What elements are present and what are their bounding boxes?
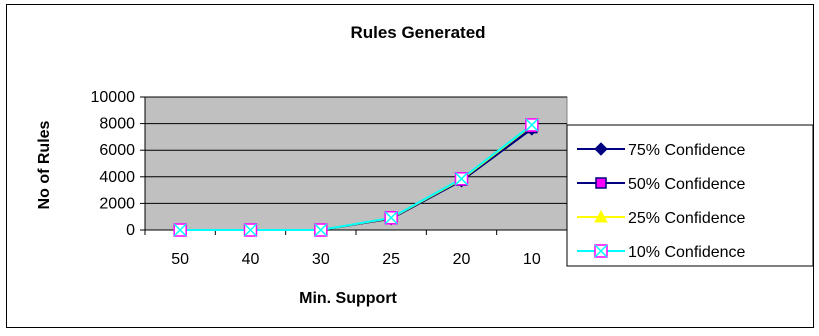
x-tick-label: 40 (242, 251, 260, 268)
legend-entry: 25% Confidence (577, 209, 746, 227)
gridlines (145, 96, 567, 204)
data-point (525, 118, 539, 132)
x-tick-label: 25 (382, 251, 400, 268)
legend-label: 50% Confidence (628, 176, 746, 193)
legend-marker (594, 142, 608, 156)
x-axis-label: Min. Support (299, 290, 397, 307)
marker-cross (243, 223, 258, 237)
legend-marker (594, 244, 608, 258)
x-tick-label: 20 (453, 251, 471, 268)
marker-cross (594, 244, 608, 258)
y-tick-label: 2000 (99, 195, 135, 212)
marker-cross (314, 223, 328, 237)
data-point (454, 172, 469, 186)
legend-entry: 50% Confidence (577, 176, 746, 193)
marker-cross (173, 223, 187, 237)
marker-cross (454, 172, 469, 186)
series-line (180, 124, 533, 231)
y-tick-label: 4000 (99, 169, 135, 186)
legend-marker (594, 209, 608, 223)
data-point (243, 223, 258, 237)
plot-area (144, 96, 568, 231)
legend-label: 75% Confidence (628, 142, 746, 159)
series-4 (173, 118, 539, 237)
chart-title: Rules Generated (350, 23, 485, 42)
data-point (314, 223, 328, 237)
series-layer (173, 118, 539, 237)
legend: 75% Confidence 50% Confidence 25% Confiden… (566, 124, 814, 267)
y-tick-labels: 0 2000 4000 6000 8000 10000 (91, 89, 145, 239)
data-point (384, 211, 398, 225)
y-tick-label: 8000 (99, 116, 135, 133)
legend-entry: 10% Confidence (577, 244, 746, 261)
y-axis-label: No of Rules (36, 120, 53, 209)
legend-marker (595, 177, 607, 189)
legend-label: 25% Confidence (628, 210, 746, 227)
x-tick-labels: 50 40 30 25 20 10 (144, 230, 568, 268)
y-tick-label: 10000 (91, 89, 136, 106)
marker-cross (384, 211, 398, 225)
legend-label: 10% Confidence (628, 244, 746, 261)
data-point (173, 223, 187, 237)
marker-cross (525, 118, 539, 132)
y-tick-label: 0 (126, 222, 135, 239)
x-tick-label: 30 (312, 251, 330, 268)
x-tick-label: 10 (523, 251, 541, 268)
legend-entry: 75% Confidence (577, 142, 746, 159)
x-tick-label: 50 (171, 251, 189, 268)
y-tick-label: 6000 (99, 142, 135, 159)
